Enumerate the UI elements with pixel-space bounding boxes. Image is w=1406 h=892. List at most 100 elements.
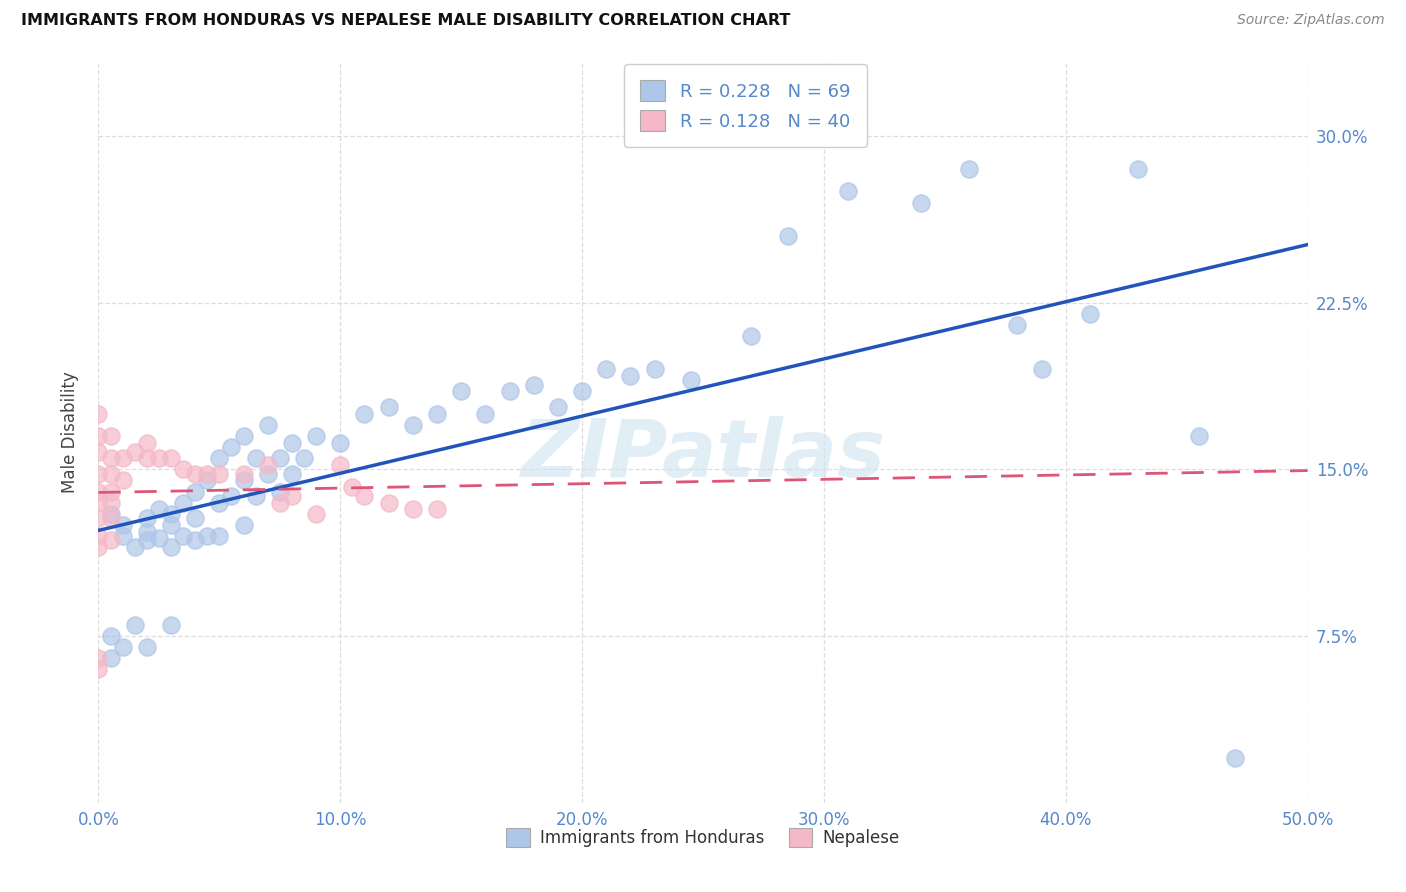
Point: [135, 451, 157, 466]
Point: [184, 533, 207, 548]
Text: Source: ZipAtlas.com: Source: ZipAtlas.com: [1237, 13, 1385, 28]
Point: [292, 451, 315, 466]
Point: [160, 451, 183, 466]
Point: [232, 467, 254, 481]
Point: [679, 373, 702, 387]
Point: [837, 185, 859, 199]
Point: [353, 489, 375, 503]
Point: [172, 529, 194, 543]
Point: [329, 458, 352, 472]
Point: [740, 329, 762, 343]
Point: [87, 496, 110, 510]
Point: [100, 511, 122, 525]
Point: [111, 517, 134, 532]
Point: [269, 484, 291, 499]
Point: [172, 462, 194, 476]
Point: [402, 502, 425, 516]
Point: [160, 517, 183, 532]
Point: [1031, 362, 1053, 376]
Point: [426, 502, 449, 516]
Point: [208, 451, 231, 466]
Point: [644, 362, 666, 376]
Legend: Immigrants from Honduras, Nepalese: Immigrants from Honduras, Nepalese: [499, 822, 907, 854]
Point: [148, 451, 170, 466]
Point: [498, 384, 520, 399]
Point: [619, 368, 641, 383]
Point: [305, 429, 328, 443]
Point: [124, 540, 146, 554]
Point: [100, 651, 122, 665]
Point: [1223, 751, 1246, 765]
Point: [523, 377, 546, 392]
Point: [474, 407, 496, 421]
Point: [232, 429, 254, 443]
Point: [160, 618, 183, 632]
Point: [245, 489, 267, 503]
Point: [256, 417, 278, 432]
Point: [111, 474, 134, 488]
Point: [87, 467, 110, 481]
Point: [135, 533, 157, 548]
Point: [195, 467, 218, 481]
Point: [148, 502, 170, 516]
Point: [111, 640, 134, 655]
Point: [124, 444, 146, 458]
Point: [87, 511, 110, 525]
Point: [87, 651, 110, 665]
Point: [184, 484, 207, 499]
Point: [256, 458, 278, 472]
Point: [450, 384, 472, 399]
Point: [208, 496, 231, 510]
Point: [100, 484, 122, 499]
Point: [87, 484, 110, 499]
Point: [195, 474, 218, 488]
Point: [281, 435, 304, 450]
Point: [1007, 318, 1029, 332]
Point: [402, 417, 425, 432]
Y-axis label: Male Disability: Male Disability: [60, 372, 79, 493]
Point: [100, 533, 122, 548]
Point: [124, 618, 146, 632]
Point: [87, 444, 110, 458]
Point: [87, 407, 110, 421]
Point: [281, 489, 304, 503]
Point: [87, 662, 110, 676]
Point: [172, 496, 194, 510]
Point: [111, 451, 134, 466]
Point: [100, 451, 122, 466]
Point: [87, 429, 110, 443]
Point: [1188, 429, 1211, 443]
Point: [910, 195, 932, 210]
Point: [100, 629, 122, 643]
Point: [1078, 307, 1101, 321]
Point: [305, 507, 328, 521]
Point: [135, 435, 157, 450]
Point: [148, 531, 170, 545]
Point: [111, 529, 134, 543]
Point: [100, 429, 122, 443]
Point: [208, 529, 231, 543]
Point: [160, 540, 183, 554]
Point: [256, 467, 278, 481]
Point: [100, 507, 122, 521]
Point: [221, 489, 243, 503]
Point: [269, 496, 291, 510]
Point: [221, 440, 243, 454]
Point: [571, 384, 593, 399]
Point: [87, 540, 110, 554]
Point: [100, 467, 122, 481]
Point: [184, 467, 207, 481]
Text: ZIPatlas: ZIPatlas: [520, 416, 886, 494]
Text: IMMIGRANTS FROM HONDURAS VS NEPALESE MALE DISABILITY CORRELATION CHART: IMMIGRANTS FROM HONDURAS VS NEPALESE MAL…: [21, 13, 790, 29]
Point: [232, 474, 254, 488]
Point: [135, 524, 157, 539]
Point: [135, 511, 157, 525]
Point: [269, 451, 291, 466]
Point: [1128, 162, 1150, 177]
Point: [184, 511, 207, 525]
Point: [547, 400, 569, 414]
Point: [329, 435, 352, 450]
Point: [426, 407, 449, 421]
Point: [595, 362, 617, 376]
Point: [232, 517, 254, 532]
